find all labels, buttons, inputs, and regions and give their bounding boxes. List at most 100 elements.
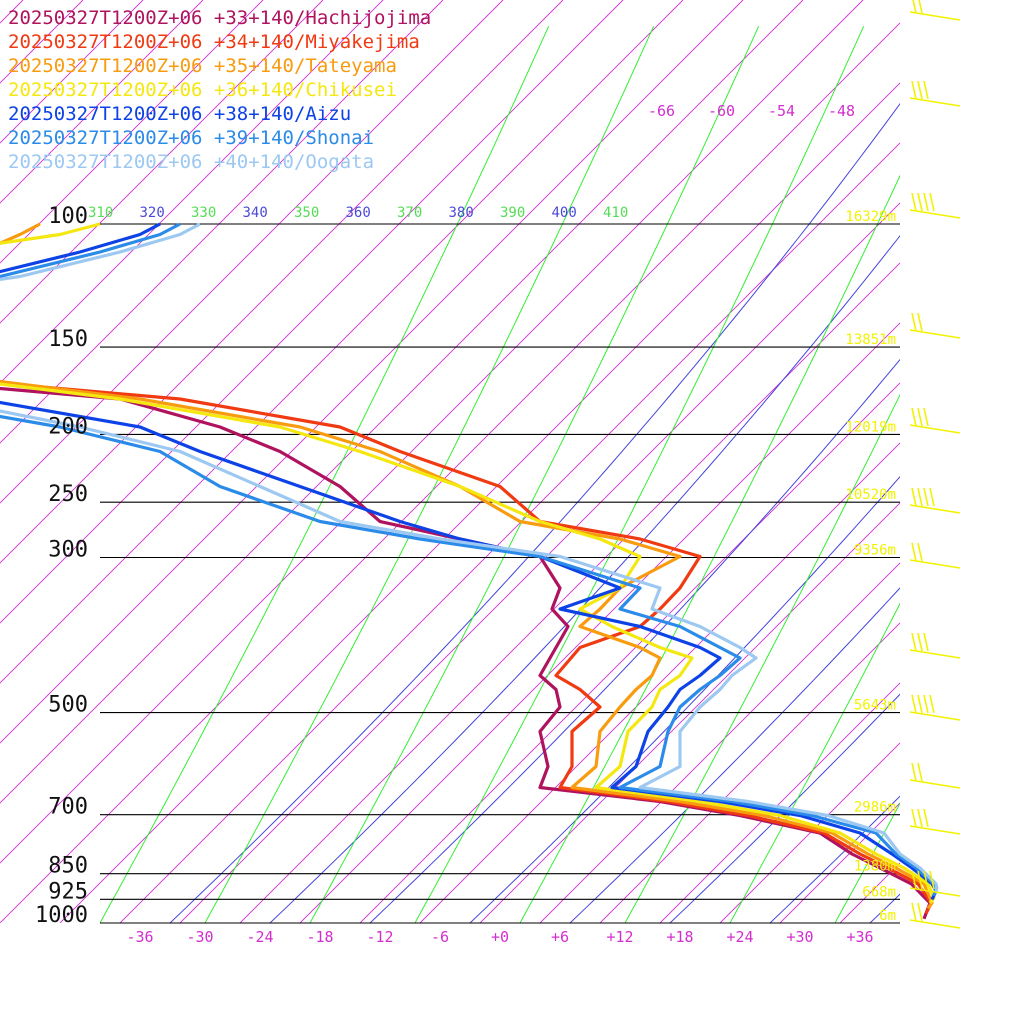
wind-barb-staff (909, 504, 961, 514)
isotherm-line (0, 0, 624, 624)
wind-barb-staff (909, 711, 961, 721)
dry-adiabat-line (369, 358, 900, 923)
moist-adiabat-line (204, 25, 655, 923)
isotherm-line (299, 322, 900, 923)
wind-barb-flag (923, 808, 929, 828)
legend-entry: 20250327T1200Z+06 +39+140/Shonai (8, 127, 374, 149)
legend-entry: 20250327T1200Z+06 +33+140/Hachijojima (8, 7, 431, 29)
sounding-line (0, 222, 934, 910)
wind-barb (909, 902, 961, 929)
legend-entry: 20250327T1200Z+06 +40+140/Oogata (8, 151, 374, 173)
moist-adiabat-line (99, 25, 550, 923)
temperature-tick-label: +6 (551, 928, 569, 946)
theta-label: 330 (191, 205, 216, 221)
wind-barb-flag (923, 487, 929, 507)
isotherm-line (779, 802, 900, 923)
wind-barb-flag (917, 902, 923, 922)
wind-barb (909, 870, 961, 897)
isotherm-line (899, 922, 900, 923)
legend-entry: 20250327T1200Z+06 +36+140/Chikusei (8, 79, 397, 101)
isotherm-line (719, 742, 900, 923)
moist-adiabat-line (309, 25, 760, 923)
theta-label: 360 (346, 205, 371, 221)
wind-barb-flag (911, 870, 917, 890)
moist-adiabat-line (519, 174, 900, 923)
wind-barb-flag (929, 694, 935, 714)
temperature-tick-label: -6 (431, 928, 449, 946)
legend-entry: 20250327T1200Z+06 +34+140/Miyakejima (8, 31, 420, 53)
wind-barb-flag (923, 192, 929, 212)
height-label: 12019m (845, 419, 896, 435)
wind-barb-flag (911, 80, 917, 100)
wind-barb-staff (909, 11, 961, 21)
wind-barb-flag (911, 192, 917, 212)
height-label: 2986m (854, 800, 896, 816)
legend: 20250327T1200Z+06 +33+140/Hachijojima202… (8, 7, 431, 173)
moist-adiabat-line (940, 26, 1024, 923)
theta-label: 380 (449, 205, 474, 221)
theta-label: 320 (140, 205, 165, 221)
isotherm-line (59, 82, 900, 923)
theta-label: 370 (397, 205, 422, 221)
dry-adiabat-line (169, 102, 900, 923)
wind-barb-flag (911, 762, 917, 782)
wind-barb (909, 694, 961, 721)
temperature-tick-label: +12 (606, 928, 633, 946)
moist-adiabat-line (624, 393, 900, 923)
height-label: 668m (862, 884, 896, 900)
isotherm-line (0, 0, 324, 324)
height-label: 9356m (854, 543, 896, 559)
wind-barb (909, 407, 961, 434)
wind-barb-staff (909, 209, 961, 219)
isotherm-top-label: -48 (828, 102, 855, 120)
wind-barb-flag (917, 870, 923, 890)
temperature-tick-label: +36 (846, 928, 873, 946)
temperature-tick-label: -24 (246, 928, 273, 946)
wind-barb-staff (909, 97, 961, 107)
wind-barb (909, 632, 961, 659)
isotherm-line (359, 382, 900, 923)
isotherm-top-label: -60 (708, 102, 735, 120)
isotherm-line (0, 0, 504, 504)
dry-adiabat-line (569, 587, 900, 923)
isotherm-line (0, 0, 444, 444)
temperature-tick-label: +30 (786, 928, 813, 946)
pressure-label: 250 (48, 482, 88, 507)
theta-label: 410 (603, 205, 628, 221)
wind-barb-flag (929, 870, 935, 890)
legend-entry: 20250327T1200Z+06 +38+140/Aizu (8, 103, 351, 125)
wind-barb (909, 312, 961, 339)
isotherm-line (0, 0, 264, 264)
dry-adiabat-line (869, 893, 900, 923)
isotherm-line (659, 682, 900, 923)
temperature-tick-label: -18 (306, 928, 333, 946)
isotherm-line (0, 0, 204, 204)
wind-barb-flag (917, 80, 923, 100)
dry-adiabat-line (669, 693, 900, 923)
wind-barb-staff (909, 649, 961, 659)
wind-barb-flag (912, 0, 917, 14)
pressure-label: 850 (48, 854, 88, 879)
theta-label: 400 (552, 205, 577, 221)
wind-barb (909, 192, 961, 219)
wind-barb-flag (911, 312, 917, 332)
wind-barb-staff (909, 329, 961, 339)
wind-barb-flag (911, 632, 917, 652)
wind-barb-flag (911, 902, 917, 922)
moist-adiabat-line (834, 802, 900, 923)
wind-barb-flag (911, 808, 917, 828)
wind-barb (909, 487, 961, 514)
height-label: 5643m (854, 698, 896, 714)
isotherm-top-label: -54 (768, 102, 795, 120)
pressure-label: 500 (48, 693, 88, 718)
temperature-tick-label: -30 (186, 928, 213, 946)
sounding-line (0, 222, 938, 897)
theta-label: 390 (500, 205, 525, 221)
isotherm-line (119, 142, 900, 923)
sounding-series (0, 222, 939, 920)
wind-barb-flag (917, 542, 923, 562)
wind-barb (909, 762, 961, 789)
height-label: 6m (879, 908, 896, 924)
wind-barb-flag (917, 487, 923, 507)
isotherm-line (419, 442, 900, 923)
